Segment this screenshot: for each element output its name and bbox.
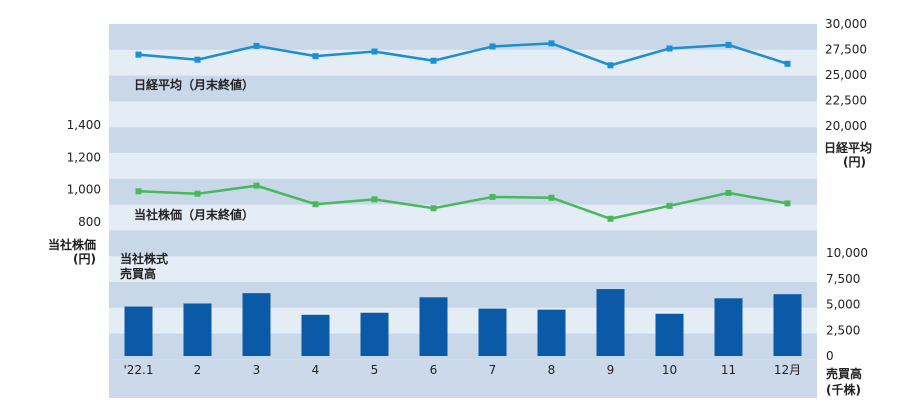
volume-tick-label: 0 — [826, 349, 834, 363]
volume-inner-label: 当社株式 — [120, 251, 168, 266]
nikkei-tick-label: 20,000 — [825, 119, 867, 133]
background-band — [109, 127, 817, 154]
background-band — [109, 178, 817, 206]
volume-bar — [655, 313, 684, 356]
volume-bar — [478, 308, 507, 356]
nikkei-axis-ticks: 30,000 27,500 25,000 22,500 20,000 — [825, 17, 867, 133]
volume-axis-ticks: 10,000 7,500 5,000 2,500 0 — [826, 246, 868, 363]
x-tick-label: '22.1 — [123, 363, 153, 377]
series-line — [138, 184, 788, 221]
x-tick-label: 6 — [430, 363, 438, 377]
series-point — [784, 60, 791, 67]
background-band — [109, 101, 817, 128]
background-band — [109, 256, 817, 283]
background-band — [109, 204, 817, 231]
nikkei-tick-label: 25,000 — [825, 68, 867, 82]
volume-bar — [360, 312, 389, 356]
nikkei-axis-label: 日経平均 — [824, 140, 872, 155]
series-point — [371, 196, 378, 203]
background-band — [109, 333, 817, 360]
x-tick-label: 7 — [489, 363, 497, 377]
series-point — [135, 188, 142, 195]
series-point — [430, 57, 437, 64]
series-point — [430, 205, 437, 212]
stock-axis-unit: (円) — [73, 252, 96, 266]
background-bands — [109, 24, 817, 398]
stock-tick-label: 1,200 — [67, 150, 101, 164]
x-tick-label: 9 — [607, 363, 615, 377]
x-tick-label: 4 — [312, 363, 320, 377]
volume-bar — [596, 289, 625, 356]
series-point — [489, 43, 496, 50]
volume-bar — [183, 303, 212, 356]
series-point — [666, 45, 673, 52]
volume-axis-unit: (千株) — [826, 382, 861, 397]
volume-bar — [773, 294, 802, 356]
series-line — [138, 42, 788, 67]
x-tick-label: 11 — [721, 363, 736, 377]
series-point — [548, 40, 555, 47]
x-axis-ticks: '22.1 2 3 4 5 6 7 8 9 10 11 12月 — [123, 363, 801, 377]
stock-line-series — [135, 182, 791, 222]
stock-series-label: 当社株価（月末終値） — [134, 207, 254, 222]
volume-inner-label-2: 売買高 — [120, 266, 156, 281]
x-tick-label: 8 — [548, 363, 556, 377]
series-point — [548, 194, 555, 201]
volume-bars — [124, 289, 802, 356]
background-band — [109, 307, 817, 335]
nikkei-line-series — [135, 40, 791, 69]
series-point — [489, 193, 496, 200]
nikkei-axis-unit: (円) — [843, 155, 866, 169]
series-point — [135, 51, 142, 58]
x-tick-label: 3 — [253, 363, 261, 377]
series-point — [312, 201, 319, 208]
series-point — [725, 41, 732, 48]
x-tick-label: 10 — [662, 363, 677, 377]
nikkei-tick-label: 22,500 — [825, 94, 867, 108]
series-point — [725, 189, 732, 196]
x-tick-label: 2 — [194, 363, 202, 377]
series-point — [253, 42, 260, 49]
background-band — [109, 230, 817, 257]
stock-tick-label: 1,000 — [67, 183, 101, 197]
nikkei-series-label: 日経平均（月末終値） — [134, 77, 254, 92]
x-tick-label: 5 — [371, 363, 379, 377]
series-point — [371, 48, 378, 55]
x-tick-label: 12月 — [774, 363, 801, 377]
background-band — [109, 282, 817, 309]
volume-axis-label: 売買高 — [826, 366, 862, 381]
series-point — [194, 56, 201, 63]
volume-tick-label: 2,500 — [826, 323, 860, 337]
series-point — [312, 53, 319, 60]
background-band — [109, 153, 817, 180]
volume-bar — [301, 314, 330, 356]
x-axis-band — [109, 360, 817, 398]
stock-tick-label: 1,400 — [67, 118, 101, 132]
volume-bar — [124, 306, 153, 356]
stock-tick-label: 800 — [78, 215, 101, 229]
series-point — [194, 190, 201, 197]
volume-bar — [537, 309, 566, 356]
stock-axis-label: 当社株価 — [48, 237, 96, 252]
nikkei-tick-label: 30,000 — [825, 17, 867, 31]
volume-tick-label: 10,000 — [826, 246, 868, 260]
background-band — [109, 75, 817, 102]
volume-tick-label: 5,000 — [826, 298, 860, 312]
volume-bar — [419, 297, 448, 356]
volume-tick-label: 7,500 — [826, 272, 860, 286]
series-point — [607, 62, 614, 69]
nikkei-tick-label: 27,500 — [825, 43, 867, 57]
series-point — [607, 215, 614, 222]
volume-bar — [242, 293, 271, 356]
volume-bar — [714, 298, 743, 356]
series-point — [666, 202, 673, 209]
series-point — [253, 182, 260, 189]
stock-axis-ticks: 1,400 1,200 1,000 800 — [67, 118, 101, 229]
series-point — [784, 200, 791, 207]
